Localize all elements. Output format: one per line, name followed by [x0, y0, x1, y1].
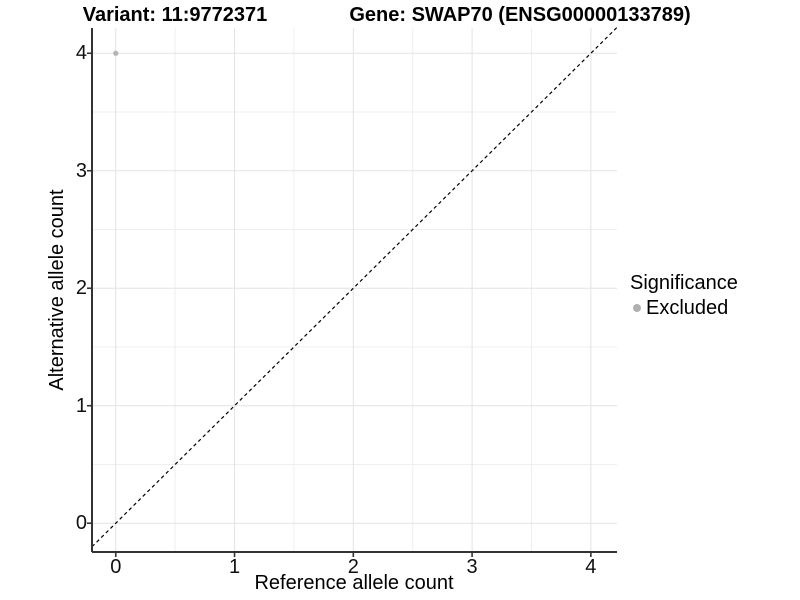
plot-title-gene: Gene: SWAP70 (ENSG00000133789): [349, 4, 691, 26]
legend-title: Significance: [630, 272, 738, 294]
legend-key-dot-icon: [633, 304, 641, 312]
data-point: [113, 50, 119, 56]
plot-title-variant: Variant: 11:9772371: [82, 4, 268, 26]
x-axis-title: Reference allele count: [254, 572, 454, 594]
legend-entries: Excluded: [630, 297, 738, 319]
identity-line: [91, 26, 618, 548]
legend-entry-label: Excluded: [646, 297, 729, 319]
y-axis-title: Alternative allele count: [46, 189, 68, 391]
legend-entry: Excluded: [630, 297, 738, 319]
legend: Significance Excluded: [630, 272, 738, 319]
